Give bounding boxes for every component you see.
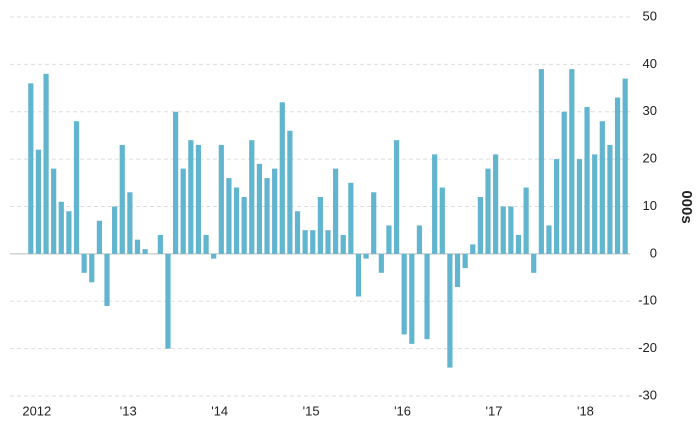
y-tick-label: 0	[650, 245, 657, 260]
bar	[386, 225, 392, 254]
bar	[470, 244, 476, 254]
y-tick-label: 40	[643, 56, 657, 71]
bar	[119, 144, 125, 254]
bar	[51, 168, 57, 254]
bar	[409, 253, 415, 344]
bar	[493, 154, 499, 254]
bar	[447, 253, 453, 368]
bar	[508, 206, 514, 254]
bar	[523, 187, 529, 254]
bar	[294, 211, 301, 254]
bar	[614, 97, 621, 254]
bar	[58, 201, 64, 254]
bar	[462, 253, 468, 269]
x-tick-label: '13	[120, 403, 137, 418]
bar	[35, 149, 42, 254]
x-tick-label: '14	[211, 403, 228, 418]
bar	[325, 230, 331, 254]
bar	[310, 230, 316, 254]
bar	[538, 69, 544, 254]
bar	[416, 225, 423, 254]
y-tick-label: -10	[638, 293, 657, 308]
bar	[279, 102, 285, 254]
bar	[28, 83, 34, 254]
bar	[256, 163, 263, 254]
y-tick-label: -20	[638, 340, 657, 355]
bar	[188, 140, 194, 254]
bar	[287, 130, 293, 254]
y-tick-label: 50	[643, 8, 657, 23]
bar	[569, 69, 575, 254]
bar	[439, 187, 445, 254]
y-tick-label: -30	[638, 387, 657, 402]
bar	[393, 140, 400, 254]
bar	[477, 197, 483, 254]
y-tick-label: 10	[643, 198, 657, 213]
bar	[546, 225, 552, 254]
bar	[371, 192, 377, 254]
y-tick-label: 30	[643, 103, 657, 118]
bar	[363, 253, 369, 259]
bar	[172, 111, 179, 254]
bar	[401, 253, 407, 335]
bar	[81, 253, 87, 273]
bar	[592, 154, 598, 254]
bar	[348, 182, 354, 254]
bar	[195, 144, 202, 254]
bar	[104, 253, 110, 306]
bar	[576, 159, 583, 254]
bar	[165, 253, 171, 349]
bar	[226, 178, 232, 254]
x-tick-label: '16	[394, 403, 411, 418]
bar	[432, 154, 438, 254]
bar	[485, 168, 491, 254]
bar	[43, 73, 49, 254]
bar	[378, 253, 384, 273]
y-axis-label: 000s	[678, 190, 695, 223]
bar	[333, 168, 339, 254]
bar	[157, 234, 163, 254]
bar	[500, 206, 506, 254]
bar	[302, 230, 308, 254]
bar	[233, 187, 240, 254]
x-tick-label: 2012	[22, 403, 51, 418]
bar	[355, 253, 362, 297]
bar	[424, 253, 430, 340]
x-tick-label: '15	[303, 403, 320, 418]
bar	[531, 253, 537, 273]
bar	[218, 144, 224, 254]
bar	[561, 111, 567, 254]
y-tick-label: 20	[643, 151, 657, 166]
bar	[340, 234, 346, 254]
bar	[66, 211, 72, 254]
bar	[211, 253, 217, 259]
bar	[203, 234, 209, 254]
bar	[317, 197, 323, 254]
bar	[142, 249, 148, 254]
bar	[264, 178, 270, 254]
bar	[622, 78, 628, 254]
x-tick-label: '17	[486, 403, 503, 418]
bar	[73, 121, 80, 254]
bar	[584, 107, 590, 254]
bar	[180, 168, 186, 254]
bar	[607, 144, 613, 254]
bar	[454, 253, 461, 288]
bar	[272, 168, 278, 254]
bar	[127, 192, 133, 254]
bar	[89, 253, 95, 283]
bar	[599, 121, 605, 254]
bar	[249, 140, 255, 254]
x-tick-label: '18	[577, 403, 594, 418]
bar	[134, 239, 141, 254]
bar	[96, 220, 102, 254]
bar	[241, 197, 247, 254]
bar	[515, 234, 522, 254]
bar	[553, 159, 560, 254]
bar	[112, 206, 118, 254]
